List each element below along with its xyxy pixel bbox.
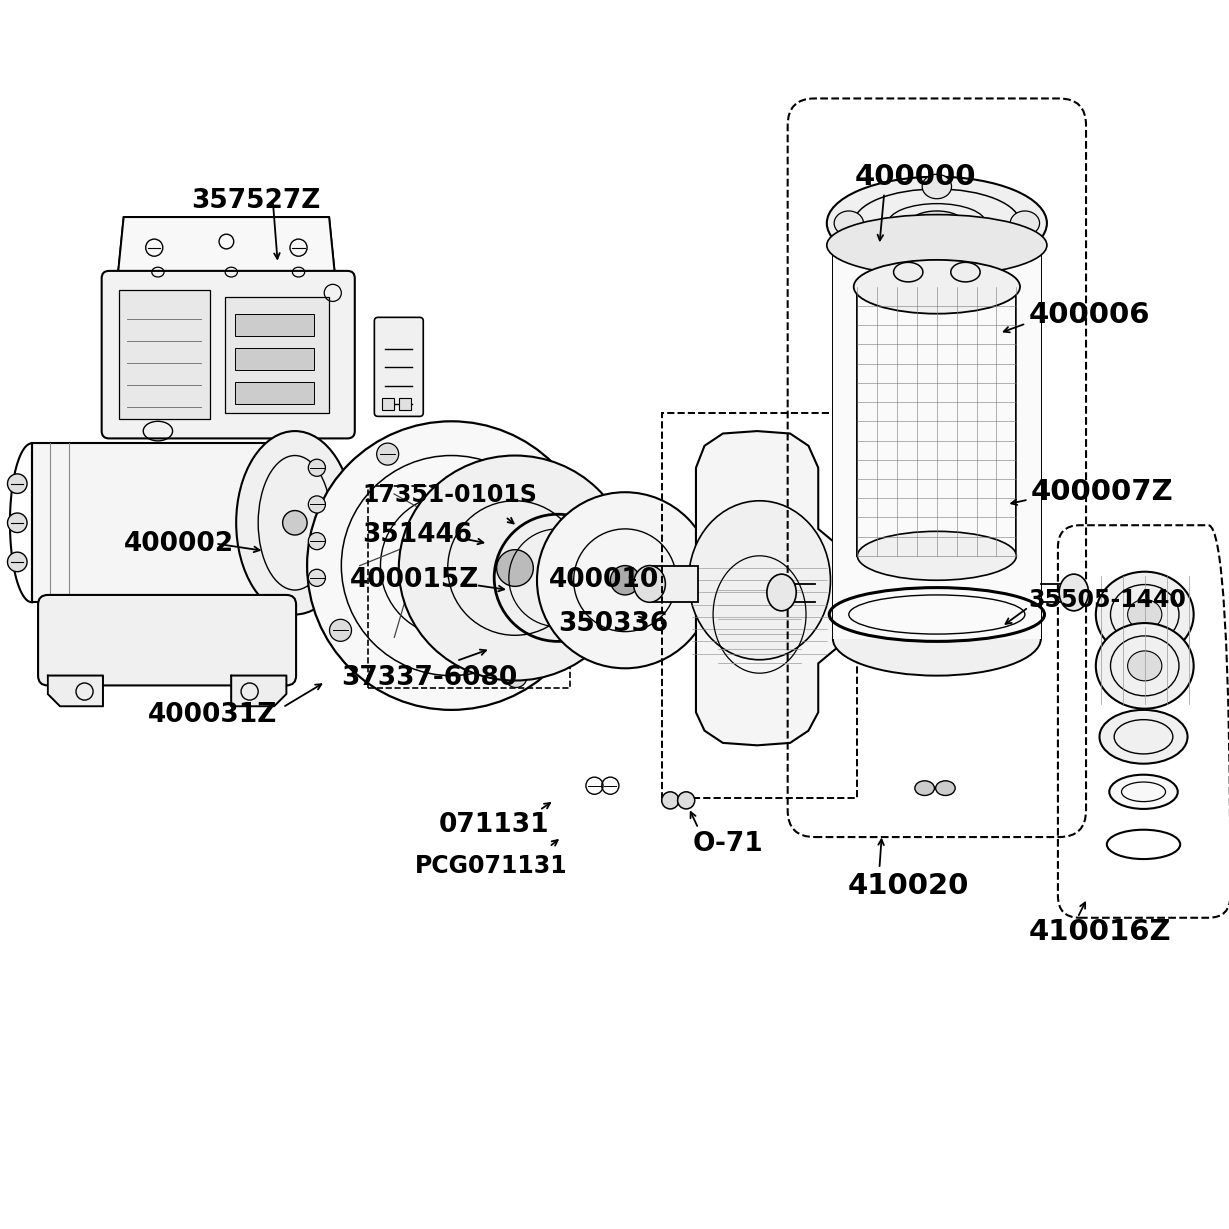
Text: 17351-0101S: 17351-0101S <box>363 483 537 506</box>
Bar <box>382 398 395 410</box>
Text: POOLUNDSMART: POOLUNDSMART <box>764 543 999 568</box>
Ellipse shape <box>833 602 1041 676</box>
Ellipse shape <box>441 556 461 575</box>
Text: 400010: 400010 <box>549 568 660 594</box>
Ellipse shape <box>1059 574 1089 611</box>
Ellipse shape <box>236 431 354 614</box>
Polygon shape <box>118 278 336 293</box>
Ellipse shape <box>426 541 476 590</box>
Ellipse shape <box>308 460 326 477</box>
Bar <box>649 565 698 602</box>
Ellipse shape <box>308 495 326 512</box>
Ellipse shape <box>688 500 831 660</box>
Ellipse shape <box>283 510 307 535</box>
Ellipse shape <box>267 444 311 602</box>
Ellipse shape <box>308 532 326 549</box>
Text: 400031Z: 400031Z <box>149 702 278 728</box>
Ellipse shape <box>935 780 955 795</box>
Bar <box>119 290 210 419</box>
Bar <box>235 382 315 404</box>
Bar <box>32 444 289 602</box>
Text: O-71: O-71 <box>692 831 763 858</box>
Ellipse shape <box>951 262 981 281</box>
Ellipse shape <box>7 474 27 493</box>
FancyBboxPatch shape <box>375 317 423 417</box>
Text: PCG071131: PCG071131 <box>414 854 568 879</box>
Ellipse shape <box>7 552 27 571</box>
Bar <box>833 236 1041 639</box>
FancyBboxPatch shape <box>102 270 355 439</box>
Ellipse shape <box>1128 651 1161 681</box>
Text: 400007Z: 400007Z <box>1031 478 1174 506</box>
Ellipse shape <box>827 177 1047 269</box>
Ellipse shape <box>1096 623 1193 709</box>
Ellipse shape <box>858 531 1016 580</box>
Bar <box>225 296 329 413</box>
Ellipse shape <box>329 619 351 642</box>
Text: 410016Z: 410016Z <box>1029 918 1171 946</box>
Bar <box>661 413 858 798</box>
Text: 400015Z: 400015Z <box>350 568 479 594</box>
Bar <box>369 487 570 688</box>
Ellipse shape <box>827 215 1047 275</box>
Text: 37337-6080: 37337-6080 <box>342 665 517 691</box>
Ellipse shape <box>634 565 665 602</box>
Ellipse shape <box>677 791 694 809</box>
Ellipse shape <box>1010 211 1040 236</box>
Ellipse shape <box>307 422 596 710</box>
Polygon shape <box>696 431 852 745</box>
Ellipse shape <box>611 565 640 595</box>
Ellipse shape <box>537 493 713 669</box>
Polygon shape <box>231 676 286 707</box>
Ellipse shape <box>909 211 964 236</box>
Text: 071131: 071131 <box>439 812 549 838</box>
Text: 410020: 410020 <box>848 871 968 900</box>
Ellipse shape <box>922 175 951 199</box>
Bar <box>235 348 315 370</box>
Text: POOLUNDSMART: POOLUNDSMART <box>272 554 612 589</box>
Ellipse shape <box>854 259 1020 313</box>
Text: 351446: 351446 <box>363 522 472 548</box>
Text: 400002: 400002 <box>124 531 234 557</box>
Ellipse shape <box>552 490 574 512</box>
Polygon shape <box>48 676 103 707</box>
Ellipse shape <box>767 574 796 611</box>
Ellipse shape <box>914 780 934 795</box>
Text: 357527Z: 357527Z <box>190 188 321 214</box>
Ellipse shape <box>308 569 326 586</box>
Ellipse shape <box>661 791 678 809</box>
Ellipse shape <box>1100 710 1187 763</box>
Ellipse shape <box>1096 571 1193 658</box>
Ellipse shape <box>834 211 864 236</box>
Bar <box>398 398 410 410</box>
Text: poolundsmart.de: poolundsmart.de <box>355 594 528 611</box>
Ellipse shape <box>1110 774 1177 809</box>
Text: 400000: 400000 <box>855 162 976 190</box>
Ellipse shape <box>505 666 527 687</box>
Text: 400006: 400006 <box>1029 301 1150 329</box>
Ellipse shape <box>398 456 632 681</box>
Ellipse shape <box>922 248 951 272</box>
Ellipse shape <box>1128 600 1161 629</box>
Polygon shape <box>118 218 336 278</box>
Text: 35505-1440: 35505-1440 <box>1029 587 1186 612</box>
FancyBboxPatch shape <box>38 595 296 686</box>
Text: 350336: 350336 <box>558 611 669 638</box>
Bar <box>235 313 315 336</box>
Ellipse shape <box>7 512 27 532</box>
Ellipse shape <box>713 549 757 611</box>
Ellipse shape <box>893 262 923 281</box>
Ellipse shape <box>376 444 398 465</box>
Ellipse shape <box>497 549 533 586</box>
